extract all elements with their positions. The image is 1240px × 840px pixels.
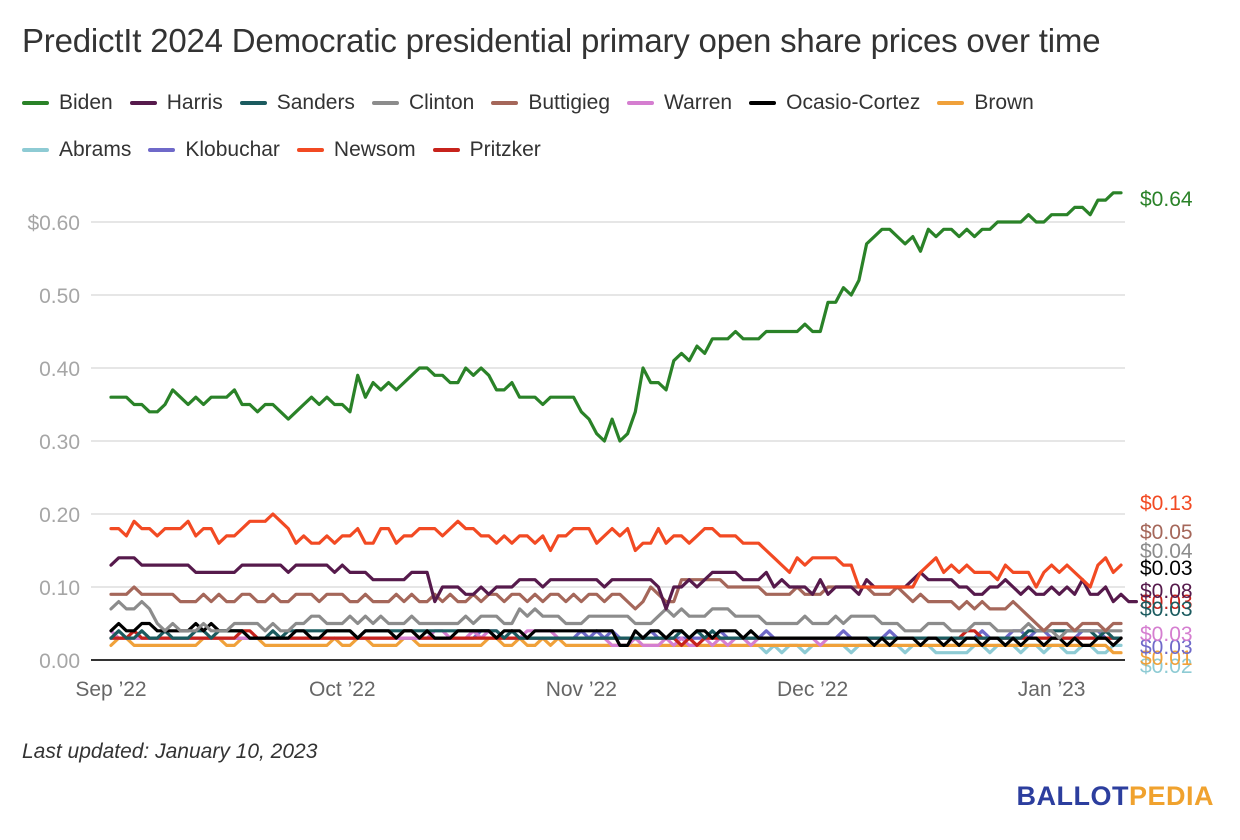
legend-swatch [148,148,176,152]
legend-label: Newsom [333,138,416,161]
x-tick-label: Sep ’22 [75,678,146,701]
last-updated-note: Last updated: January 10, 2023 [22,740,318,763]
legend-item-buttigieg[interactable]: Buttigieg [491,91,610,115]
legend-swatch [749,101,777,105]
legend-swatch [22,148,49,152]
end-label-clinton: $0.04 [1140,540,1193,563]
end-label-ocasio-cortez: $0.03 [1140,557,1193,580]
legend-item-pritzker[interactable]: Pritzker [432,138,541,162]
x-tick-label: Nov ’22 [546,678,617,701]
legend-item-klobuchar[interactable]: Klobuchar [148,138,280,162]
logo-ballot: BALLOT [1016,781,1129,811]
legend-swatch [627,101,655,105]
end-label-abrams: $0.02 [1140,655,1193,678]
legend-label: Brown [974,91,1034,114]
y-tick-label: $0.60 [27,212,80,235]
y-tick-label: 0.40 [39,358,80,381]
legend-swatch [371,101,399,105]
legend-label: Harris [166,91,223,114]
series-line-harris[interactable] [109,556,1139,611]
legend-swatch [22,101,49,105]
legend-swatch [491,101,519,105]
legend-item-sanders[interactable]: Sanders [239,91,355,115]
legend-item-harris[interactable]: Harris [129,91,223,115]
end-label-brown: $0.01 [1140,647,1193,670]
end-label-newsom: $0.13 [1140,492,1193,515]
legend-swatch [432,148,460,152]
series-line-clinton[interactable] [109,600,1123,640]
end-labels: $0.02$0.01$0.03$0.03$0.03$0.03$0.08$0.03… [1140,188,1193,678]
legend-item-biden[interactable]: Biden [22,91,113,115]
legend-swatch [937,101,965,105]
end-label-pritzker: $0.03 [1140,591,1193,614]
legend-label: Ocasio-Cortez [786,91,921,114]
legend-item-ocasio-cortez[interactable]: Ocasio-Cortez [749,91,920,115]
end-label-sanders: $0.03 [1140,598,1193,621]
end-label-biden: $0.64 [1140,188,1193,211]
legend-item-brown[interactable]: Brown [937,91,1034,115]
gridlines [91,221,1125,661]
x-axis: Sep ’22 Oct ’22 Nov ’22 Dec ’22 Jan ’23 [75,678,1085,701]
chart-title: PredictIt 2024 Democratic presidential p… [22,22,1101,59]
series-line-newsom[interactable] [109,512,1123,589]
legend-label: Clinton [408,91,475,114]
legend-row: Abrams Klobuchar Newsom Pritzker [22,135,1222,165]
legend-swatch [296,148,324,152]
legend-label: Biden [59,91,113,114]
x-tick-label: Jan ’23 [1018,678,1086,701]
end-label-buttigieg: $0.05 [1140,521,1193,544]
legend-item-warren[interactable]: Warren [627,91,732,115]
series-line-buttigieg[interactable] [109,578,1123,633]
legend-swatch [239,101,267,105]
series-lines [109,191,1139,655]
legend-label: Abrams [59,138,132,161]
y-tick-label: 0.30 [39,431,80,454]
y-tick-label: 0.50 [39,285,80,308]
legend-label: Klobuchar [185,138,280,161]
series-line-ocasio-cortez[interactable] [109,621,1123,647]
y-tick-label: 0.10 [39,577,80,600]
series-line-biden[interactable] [109,191,1123,443]
ballotpedia-logo[interactable]: BALLOTPEDIA [1016,781,1214,812]
x-tick-label: Oct ’22 [309,678,376,701]
legend-label: Warren [664,91,733,114]
legend-item-clinton[interactable]: Clinton [371,91,475,115]
legend: Biden Harris Sanders Clinton Buttigieg Warren… [22,88,1222,182]
legend-label: Sanders [276,91,355,114]
line-chart: 0.00 0.10 0.20 0.30 0.40 0.50 $0.60 Sep ’22 Oct… [27,188,1193,701]
y-tick-label: 0.20 [39,504,80,527]
legend-row: Biden Harris Sanders Clinton Buttigieg Warren… [22,88,1222,118]
legend-item-abrams[interactable]: Abrams [22,138,131,162]
legend-label: Pritzker [469,138,541,161]
logo-pedia: PEDIA [1128,781,1214,811]
end-label-harris: $0.08 [1140,580,1193,603]
x-tick-label: Dec ’22 [777,678,848,701]
legend-swatch [129,101,157,105]
y-axis: 0.00 0.10 0.20 0.30 0.40 0.50 $0.60 [27,212,80,673]
end-label-warren: $0.03 [1140,623,1193,646]
legend-item-newsom[interactable]: Newsom [296,138,416,162]
end-label-klobuchar: $0.03 [1140,636,1193,659]
y-tick-label: 0.00 [39,650,80,673]
legend-label: Buttigieg [528,91,611,114]
